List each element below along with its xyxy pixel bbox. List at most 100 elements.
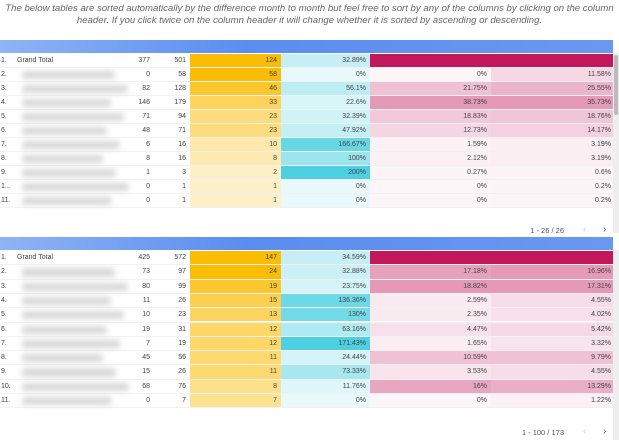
- redacted-name: [22, 296, 111, 306]
- next-page[interactable]: ›: [603, 426, 607, 437]
- redacted-name: [22, 169, 116, 177]
- row-number: 9.: [1, 169, 7, 176]
- row-divider: [0, 165, 613, 166]
- redacted-name: [22, 397, 112, 406]
- heat-cell: [281, 138, 370, 151]
- heat-cell: [281, 194, 370, 207]
- cell-value: 0%: [355, 71, 366, 78]
- heat-cell: [370, 293, 491, 308]
- cell-value: 32.39%: [342, 113, 366, 120]
- heat-cell: [370, 54, 491, 67]
- row-number: 6.: [1, 325, 7, 333]
- cell-value: 18.76%: [587, 113, 611, 120]
- cell-value: 3.53%: [467, 368, 487, 376]
- cell-value: 147: [265, 254, 277, 261]
- cell-value: 16.96%: [587, 268, 611, 276]
- row-number: 4.: [1, 296, 7, 304]
- heat-cell: [190, 124, 281, 137]
- cell-value: 124: [265, 57, 277, 64]
- row-number: 1.: [1, 57, 7, 64]
- heat-cell: [190, 54, 281, 67]
- heat-cell: [281, 265, 370, 279]
- cell-value: 46: [269, 85, 277, 92]
- next-page[interactable]: ›: [603, 224, 607, 235]
- cell-value: 2.59%: [467, 296, 487, 304]
- cell-value: 2.12%: [467, 155, 487, 162]
- heat-cell: [281, 251, 370, 265]
- cell-value: 21.75%: [463, 85, 487, 92]
- cell-value: 5.42%: [591, 325, 611, 333]
- row-divider: [0, 95, 613, 96]
- row-divider: [0, 81, 613, 82]
- cell-value: 32.89%: [342, 57, 366, 64]
- cell-value: 146: [138, 99, 150, 106]
- heat-cell: [491, 180, 613, 193]
- heat-cell: [491, 152, 613, 165]
- cell-value: 23: [178, 311, 186, 319]
- heat-cell: [281, 180, 370, 193]
- cell-value: 1.22%: [591, 397, 611, 404]
- heat-cell: [370, 308, 491, 322]
- row-divider: [0, 393, 613, 394]
- heat-cell: [491, 293, 613, 308]
- heat-cell: [190, 308, 281, 322]
- row-number: 7.: [1, 339, 7, 347]
- heat-cell: [281, 293, 370, 308]
- heat-cell: [370, 152, 491, 165]
- row-divider: [0, 123, 613, 124]
- cell-value: 15: [142, 368, 150, 376]
- cell-value: 10.59%: [463, 354, 487, 362]
- heat-cell: [190, 166, 281, 179]
- heat-cell: [190, 265, 281, 279]
- cell-value: 0%: [355, 197, 366, 204]
- cell-value: 1: [146, 169, 150, 176]
- cell-value: 19: [142, 325, 150, 333]
- heat-cell: [491, 365, 613, 379]
- cell-value: 8: [146, 155, 150, 162]
- cell-value: 9.79%: [591, 354, 611, 362]
- heat-cell: [491, 82, 613, 95]
- heat-cell: [370, 265, 491, 279]
- cell-value: 3: [182, 169, 186, 176]
- cell-value: 17.31%: [587, 282, 611, 290]
- table-header[interactable]: [0, 40, 613, 53]
- heat-cell: [190, 251, 281, 265]
- row-number: 3.: [1, 85, 7, 92]
- heat-cell: [190, 138, 281, 151]
- pagination: 1 - 100 / 173: [521, 428, 564, 437]
- cell-value: 18.82%: [463, 282, 487, 290]
- cell-value: 0: [146, 183, 150, 190]
- cell-value: 1: [182, 197, 186, 204]
- heat-cell: [491, 138, 613, 151]
- prev-page[interactable]: ‹: [583, 426, 587, 437]
- cell-value: 0.27%: [467, 169, 487, 176]
- cell-value: 0.2%: [595, 197, 611, 204]
- cell-value: 97: [178, 268, 186, 276]
- heat-cell: [190, 180, 281, 193]
- heat-cell: [370, 336, 491, 351]
- row-number: 3.: [1, 282, 7, 290]
- cell-value: 425: [138, 254, 150, 261]
- heat-cell: [281, 308, 370, 322]
- heat-cell: [491, 279, 613, 293]
- cell-value: 130%: [348, 311, 366, 319]
- cell-value: 76: [178, 382, 186, 390]
- heat-cell: [281, 379, 370, 393]
- cell-value: 0: [146, 197, 150, 204]
- cell-value: 1: [182, 183, 186, 190]
- heat-cell: [281, 54, 370, 67]
- redacted-name: [22, 325, 107, 334]
- heat-cell: [491, 96, 613, 109]
- heat-cell: [281, 279, 370, 293]
- heat-cell: [370, 82, 491, 95]
- cell-value: 13.29%: [587, 382, 611, 390]
- row-number: 11.: [1, 397, 11, 404]
- table-header[interactable]: [0, 237, 613, 250]
- cell-value: 8: [273, 155, 277, 162]
- cell-value: 11.58%: [587, 71, 611, 78]
- heat-cell: [491, 251, 613, 265]
- heat-cell: [190, 110, 281, 123]
- row-number: 10.: [1, 382, 11, 390]
- heat-cell: [190, 322, 281, 336]
- prev-page[interactable]: ‹: [583, 224, 587, 235]
